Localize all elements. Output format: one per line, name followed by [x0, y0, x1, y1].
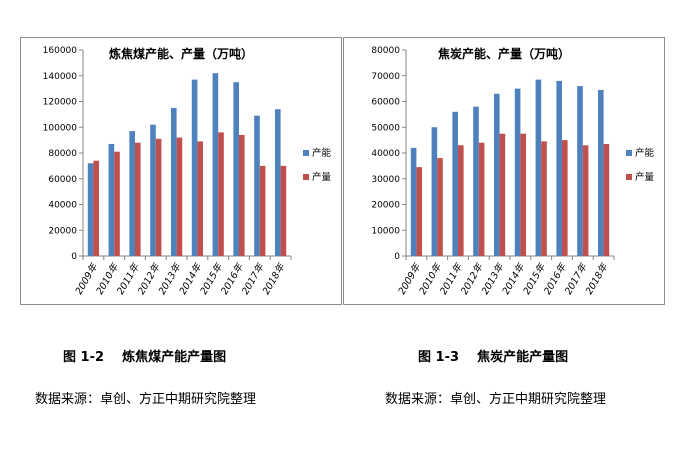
y-tick-label: 80000 [371, 46, 400, 56]
y-tick-label: 160000 [43, 46, 78, 56]
bar-capacity [150, 124, 156, 256]
bar-capacity [254, 115, 260, 256]
legend-label: 产能 [635, 147, 655, 159]
figure-caption-right: 图 1-3 焦炭产能产量图 [418, 350, 569, 365]
legend-swatch [303, 150, 309, 156]
bar-capacity [431, 127, 438, 256]
bar-capacity [87, 163, 94, 256]
bar-output [437, 158, 443, 256]
legend-swatch [303, 174, 309, 180]
bar-output [239, 134, 245, 256]
figure-caption-left: 图 1-2 炼焦煤产能产量图 [63, 350, 227, 365]
bar-capacity [233, 82, 239, 256]
bar-capacity [514, 88, 521, 256]
y-tick-label: 40000 [48, 201, 77, 211]
bar-output [155, 138, 162, 256]
bar-capacity [473, 106, 479, 257]
y-tick-label: 60000 [371, 98, 400, 108]
y-tick-label: 60000 [48, 175, 77, 185]
bar-output [176, 137, 183, 256]
x-tick-label: 2018年 [260, 260, 288, 296]
bar-capacity [577, 86, 583, 256]
data-source-right: 数据来源：卓创、方正中期研究院整理 [385, 392, 607, 407]
legend-label: 产量 [312, 171, 332, 183]
bar-output [259, 165, 266, 256]
bar-capacity [493, 93, 500, 257]
chart-title: 焦炭产能、产量（万吨） [437, 46, 570, 61]
bar-capacity [556, 80, 562, 257]
bar-output [603, 143, 610, 256]
bar-output [93, 160, 100, 256]
x-tick-label: 2018年 [583, 260, 611, 296]
y-tick-label: 100000 [43, 123, 78, 133]
y-tick-label: 40000 [371, 149, 400, 159]
legend-swatch [626, 174, 632, 180]
y-tick-label: 0 [71, 252, 77, 262]
bar-output [135, 142, 141, 256]
bar-capacity [535, 79, 542, 256]
bar-output [280, 165, 287, 256]
bar-output [458, 145, 464, 256]
y-tick-label: 120000 [43, 98, 78, 108]
chart-left: 炼焦煤产能、产量（万吨） 0 20000 40000 60000 80000 100000 1… [20, 37, 342, 305]
chart-title: 炼焦煤产能、产量（万吨） [109, 46, 253, 61]
y-tick-label: 30000 [371, 175, 400, 185]
y-tick-label: 10000 [371, 226, 400, 236]
bar-capacity [274, 109, 281, 256]
bar-capacity [597, 89, 604, 256]
y-tick-label: 20000 [371, 201, 400, 211]
bar-output [499, 133, 506, 256]
y-tick-label: 80000 [48, 149, 77, 159]
bar-output [582, 145, 589, 256]
y-tick-label: 140000 [43, 72, 78, 82]
bar-capacity [170, 107, 177, 256]
bar-output [562, 140, 568, 256]
chart-left-svg: 炼焦煤产能、产量（万吨） 0 20000 40000 60000 80000 100000 1… [43, 46, 332, 297]
chart-right: 焦炭产能、产量（万吨） 0 10000 20000 30000 40000 50000 600… [343, 37, 665, 305]
bar-output [114, 151, 120, 256]
bar-output [416, 167, 423, 256]
legend-swatch [626, 150, 632, 156]
bar-capacity [452, 111, 458, 256]
bar-output [541, 141, 547, 256]
bar-capacity [212, 73, 219, 256]
y-tick-label: 0 [394, 252, 400, 262]
legend-label: 产能 [312, 147, 332, 159]
y-tick-label: 20000 [48, 226, 77, 236]
y-tick-label: 70000 [371, 72, 400, 82]
bar-capacity [129, 131, 135, 256]
bar-output [520, 133, 527, 256]
bar-output [197, 141, 204, 256]
data-source-left: 数据来源：卓创、方正中期研究院整理 [35, 392, 257, 407]
bar-capacity [108, 143, 115, 256]
chart-right-svg: 焦炭产能、产量（万吨） 0 10000 20000 30000 40000 50000 600… [371, 46, 655, 297]
bar-capacity [191, 79, 198, 256]
y-tick-label: 50000 [371, 123, 400, 133]
bar-capacity [410, 147, 417, 256]
bar-output [478, 142, 485, 256]
legend-label: 产量 [635, 171, 655, 183]
bar-output [218, 132, 224, 256]
